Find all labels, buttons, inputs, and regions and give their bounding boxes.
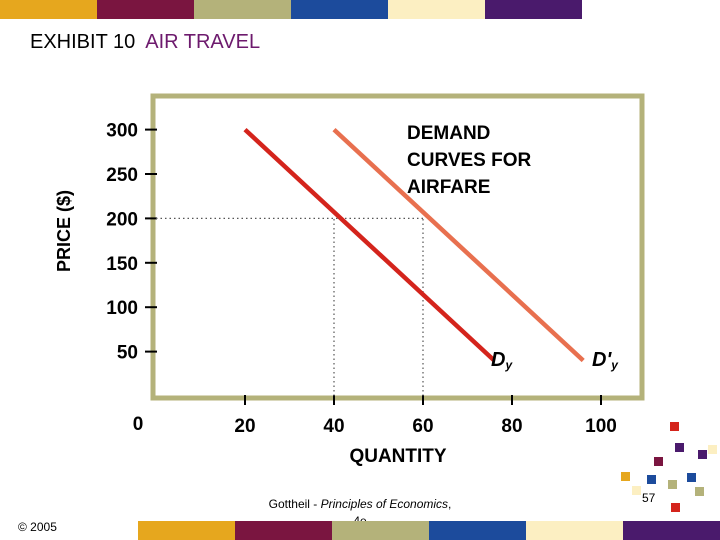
plot-frame [150,93,645,401]
x-tick-label: 60 [412,416,433,437]
chart-title-line: AIRFARE [407,177,490,198]
x-tick-label: 100 [585,416,617,437]
x-tick-label: 40 [323,416,344,437]
y-tick-label: 150 [106,254,138,275]
chart-title: DEMAND CURVES FOR AIRFARE [407,123,532,198]
bottom-bar-segment [526,521,623,540]
copyright: © 2005 [18,520,57,534]
x-axis-label: QUANTITY [349,446,446,467]
y-axis-label: PRICE ($) [54,190,74,272]
chart-title-line: DEMAND [407,123,490,144]
y-tick-label: 300 [106,121,138,142]
y-tick-label: 100 [106,298,138,319]
y-axis-ticks: 50 100 150 200 250 300 [106,121,157,364]
deco-square [668,480,677,489]
y-tick-label: 50 [117,343,138,364]
slide-title-prefix: EXHIBIT 10 [30,31,136,53]
citation-suffix: , [448,497,452,511]
series-labels: Dy D'y [491,349,619,372]
deco-square [695,487,704,496]
bottom-bar-segment [235,521,332,540]
deco-square [670,422,679,431]
slide-title: EXHIBIT 10 AIR TRAVEL [30,31,260,54]
slide-title-accent: AIR TRAVEL [145,31,261,53]
bottom-bar-segment [623,521,720,540]
y-tick-label: 200 [106,209,138,230]
deco-square [687,473,696,482]
deco-square [621,472,630,481]
bottom-bar-segment [332,521,429,540]
deco-square [647,475,656,484]
demand-curve-line [332,127,585,363]
x-tick-label: 20 [234,416,255,437]
top-bar-segment [0,0,97,19]
chart-title-line: CURVES FOR [407,150,532,171]
bottom-bar-segment [429,521,526,540]
deco-square [698,450,707,459]
deco-square [671,503,680,512]
origin-label: 0 [133,414,144,435]
deco-square [654,457,663,466]
top-bar-segment [388,0,485,19]
top-bar-segment [97,0,194,19]
top-bar-segment [194,0,291,19]
series-label: D'y [592,349,619,372]
y-tick-label: 250 [106,165,138,186]
citation-author: Gottheil - [268,497,321,511]
demand-curves [243,127,585,363]
bottom-bar-segment [138,521,235,540]
page-number: 57 [642,491,656,505]
deco-square [675,443,684,452]
series-label: Dy [491,349,513,372]
top-bar-segment [291,0,388,19]
x-tick-label: 80 [501,416,522,437]
top-bar-segment [485,0,582,19]
demand-curve-line [243,127,496,363]
deco-square [632,486,641,495]
x-axis-ticks: 20 40 60 80 100 [234,395,617,437]
deco-square [708,445,717,454]
citation-title: Principles of Economics [320,497,449,511]
reference-lines [156,217,424,396]
